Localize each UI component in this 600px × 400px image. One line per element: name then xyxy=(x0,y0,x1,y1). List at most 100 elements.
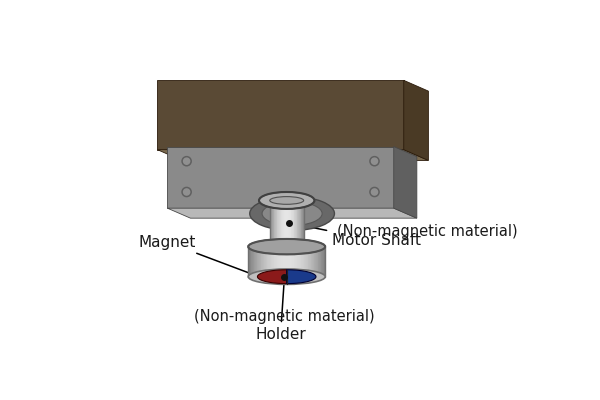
Polygon shape xyxy=(311,247,312,277)
Polygon shape xyxy=(286,247,287,277)
Ellipse shape xyxy=(262,202,322,226)
Polygon shape xyxy=(281,247,282,277)
Polygon shape xyxy=(300,202,301,250)
Polygon shape xyxy=(275,247,276,277)
Polygon shape xyxy=(292,247,293,277)
Polygon shape xyxy=(268,247,269,277)
Polygon shape xyxy=(292,202,293,250)
Polygon shape xyxy=(297,247,298,277)
Polygon shape xyxy=(272,202,273,250)
Polygon shape xyxy=(304,247,305,277)
Polygon shape xyxy=(290,202,292,250)
Text: Motor Shaft: Motor Shaft xyxy=(292,223,421,248)
Polygon shape xyxy=(282,202,283,250)
Ellipse shape xyxy=(248,269,325,284)
Polygon shape xyxy=(293,247,295,277)
Polygon shape xyxy=(299,247,300,277)
Polygon shape xyxy=(157,150,428,160)
Polygon shape xyxy=(301,202,302,250)
Polygon shape xyxy=(270,247,271,277)
Polygon shape xyxy=(248,247,249,277)
Polygon shape xyxy=(257,270,287,284)
Polygon shape xyxy=(249,247,250,277)
Polygon shape xyxy=(306,247,307,277)
Polygon shape xyxy=(269,247,270,277)
Polygon shape xyxy=(279,247,280,277)
Polygon shape xyxy=(394,146,417,218)
Polygon shape xyxy=(287,202,288,250)
Circle shape xyxy=(184,189,190,195)
Polygon shape xyxy=(279,202,280,250)
Polygon shape xyxy=(253,247,254,277)
Polygon shape xyxy=(252,247,253,277)
Polygon shape xyxy=(295,247,296,277)
Circle shape xyxy=(182,156,191,166)
Polygon shape xyxy=(273,202,274,250)
Polygon shape xyxy=(285,247,286,277)
Polygon shape xyxy=(296,202,297,250)
Polygon shape xyxy=(256,247,257,277)
Polygon shape xyxy=(307,247,308,277)
Polygon shape xyxy=(258,247,259,277)
Ellipse shape xyxy=(259,192,314,209)
Ellipse shape xyxy=(250,197,334,230)
Polygon shape xyxy=(287,247,288,277)
Polygon shape xyxy=(250,247,251,277)
Ellipse shape xyxy=(248,239,325,254)
Polygon shape xyxy=(254,247,255,277)
Polygon shape xyxy=(303,202,304,250)
Polygon shape xyxy=(287,270,316,284)
Circle shape xyxy=(182,187,191,197)
Polygon shape xyxy=(260,247,262,277)
Polygon shape xyxy=(276,247,277,277)
Polygon shape xyxy=(277,247,278,277)
Polygon shape xyxy=(305,247,306,277)
Polygon shape xyxy=(271,247,272,277)
Polygon shape xyxy=(302,247,303,277)
Polygon shape xyxy=(312,247,313,277)
Polygon shape xyxy=(257,247,258,277)
Polygon shape xyxy=(288,202,289,250)
Polygon shape xyxy=(289,202,290,250)
Polygon shape xyxy=(290,247,292,277)
Polygon shape xyxy=(251,247,252,277)
Polygon shape xyxy=(277,202,278,250)
Polygon shape xyxy=(302,202,303,250)
Circle shape xyxy=(370,187,379,197)
Polygon shape xyxy=(296,247,297,277)
Polygon shape xyxy=(266,247,268,277)
Polygon shape xyxy=(280,202,281,250)
Polygon shape xyxy=(263,247,265,277)
Polygon shape xyxy=(298,247,299,277)
Text: Magnet: Magnet xyxy=(138,234,250,274)
Polygon shape xyxy=(301,247,302,277)
Polygon shape xyxy=(167,146,394,208)
Polygon shape xyxy=(167,208,417,218)
Polygon shape xyxy=(262,247,263,277)
Polygon shape xyxy=(309,247,310,277)
Polygon shape xyxy=(276,202,277,250)
Polygon shape xyxy=(293,202,295,250)
Polygon shape xyxy=(275,202,276,250)
Polygon shape xyxy=(297,202,298,250)
Circle shape xyxy=(184,158,190,164)
Polygon shape xyxy=(274,202,275,250)
Polygon shape xyxy=(404,80,428,160)
Polygon shape xyxy=(308,247,309,277)
Polygon shape xyxy=(271,202,272,250)
Text: (Non-magnetic material): (Non-magnetic material) xyxy=(194,309,375,324)
Text: (Non-magnetic material): (Non-magnetic material) xyxy=(337,224,517,238)
Polygon shape xyxy=(320,247,322,277)
Polygon shape xyxy=(282,247,283,277)
Polygon shape xyxy=(265,247,266,277)
Polygon shape xyxy=(315,247,316,277)
Ellipse shape xyxy=(270,198,304,206)
Circle shape xyxy=(370,156,379,166)
Polygon shape xyxy=(283,247,284,277)
Circle shape xyxy=(371,158,377,164)
Polygon shape xyxy=(319,247,320,277)
Text: Holder: Holder xyxy=(255,280,306,342)
Polygon shape xyxy=(274,247,275,277)
Polygon shape xyxy=(288,247,289,277)
Polygon shape xyxy=(323,247,325,277)
